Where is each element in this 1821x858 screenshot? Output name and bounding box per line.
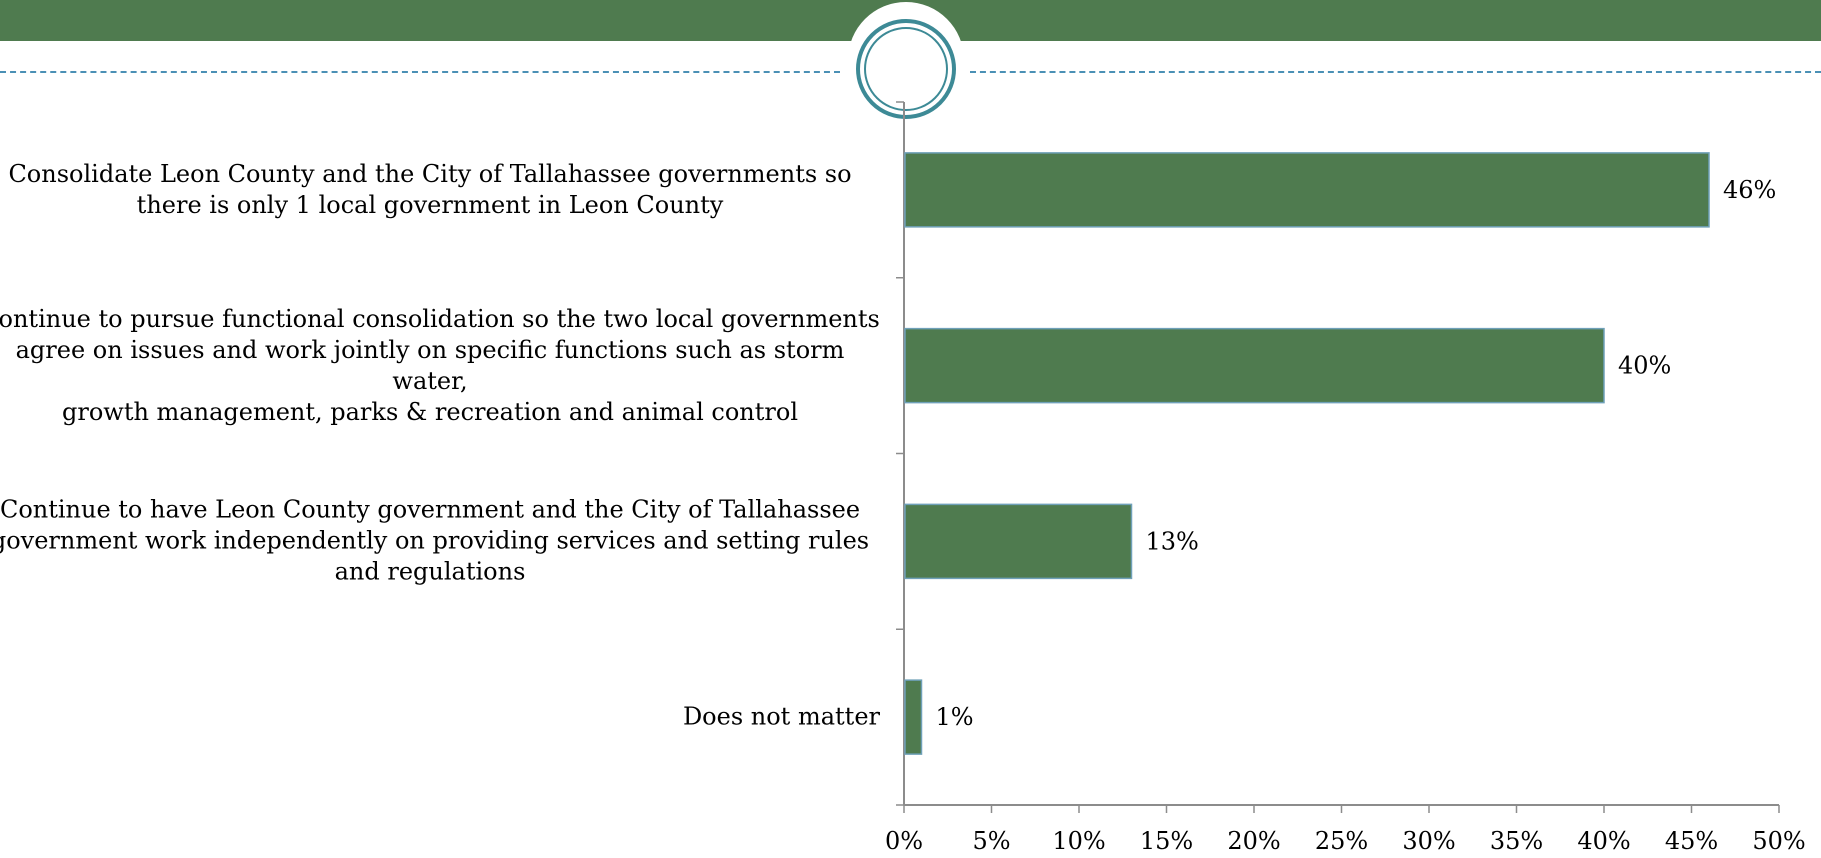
x-tick-label: 40% xyxy=(1577,827,1630,855)
category-label-line: Does not matter xyxy=(682,702,880,731)
data-label: 46% xyxy=(1723,176,1776,204)
x-tick-label: 10% xyxy=(1052,827,1105,855)
bar xyxy=(904,152,1710,228)
category-label-line: Continue to have Leon County government … xyxy=(0,495,861,524)
category-label: Consolidate Leon County and the City of … xyxy=(0,159,880,221)
x-tick-label: 45% xyxy=(1665,827,1718,855)
ring-ornament xyxy=(848,2,964,119)
data-label: 40% xyxy=(1618,352,1671,380)
category-label-line: Continue to pursue functional consolidat… xyxy=(0,304,880,333)
bar xyxy=(904,327,1605,404)
x-tick-label: 25% xyxy=(1315,827,1368,855)
category-label: Continue to have Leon County government … xyxy=(0,495,880,588)
x-tick-label: 0% xyxy=(885,827,923,855)
category-label-line: there is only 1 local government in Leon… xyxy=(136,190,724,219)
x-tick-label: 5% xyxy=(972,827,1010,855)
x-tick-label: 30% xyxy=(1402,827,1455,855)
bar xyxy=(904,503,1133,580)
bar xyxy=(904,679,923,755)
dashed-divider-left xyxy=(0,71,840,73)
category-label-line: government work independently on providi… xyxy=(0,526,870,555)
category-label-line: Consolidate Leon County and the City of … xyxy=(8,159,852,188)
ring-inner xyxy=(864,27,948,111)
x-tick-label: 50% xyxy=(1752,827,1805,855)
data-label: 1% xyxy=(936,703,974,731)
category-label: Does not matter xyxy=(0,702,880,733)
category-label-line: and regulations xyxy=(334,557,526,586)
ring-outer xyxy=(856,19,956,119)
category-label-line: agree on issues and work jointly on spec… xyxy=(15,335,845,395)
category-label: Continue to pursue functional consolidat… xyxy=(0,304,880,428)
x-tick-label: 15% xyxy=(1140,827,1193,855)
dashed-divider-right xyxy=(970,71,1821,73)
x-tick-label: 35% xyxy=(1490,827,1543,855)
category-label-line: growth management, parks & recreation an… xyxy=(61,397,799,426)
x-tick-label: 20% xyxy=(1227,827,1280,855)
data-label: 13% xyxy=(1146,527,1199,555)
